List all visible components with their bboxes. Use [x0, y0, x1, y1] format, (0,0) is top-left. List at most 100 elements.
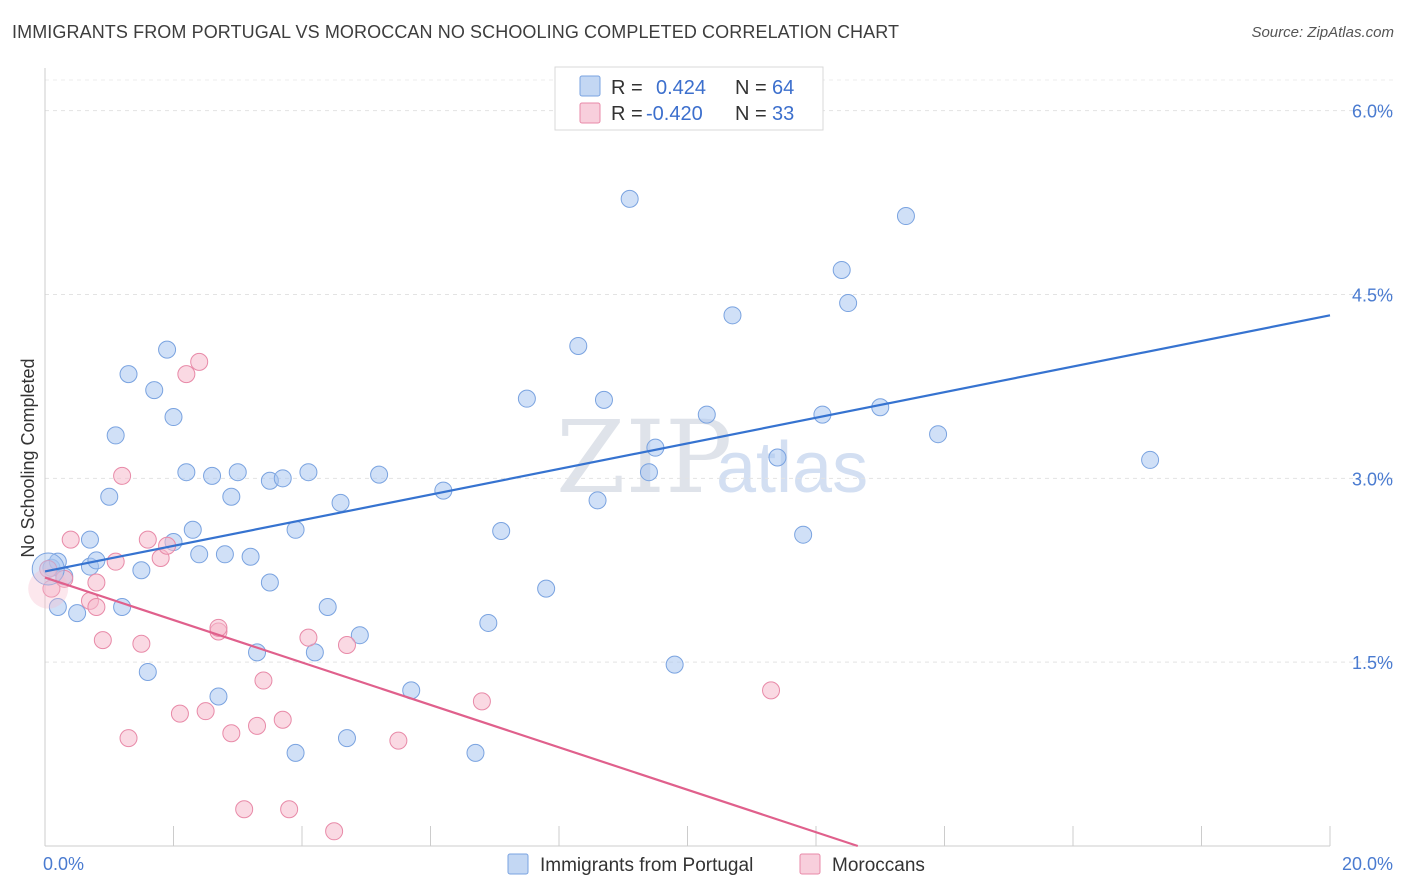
legend-n-label-1: N =	[735, 77, 767, 99]
point-s0-37	[337, 729, 356, 748]
point-s1-31	[762, 681, 781, 700]
point-s0-21	[203, 466, 222, 485]
point-s0-63	[929, 425, 948, 444]
point-s1-14	[170, 704, 189, 723]
point-s1-27	[325, 822, 344, 841]
point-s1-16	[190, 352, 209, 371]
watermark-atlas: atlas	[716, 428, 868, 508]
data-points	[28, 189, 1160, 841]
point-s1-25	[280, 800, 299, 819]
trend-line-s0	[44, 314, 1331, 573]
point-s0-45	[517, 389, 536, 408]
point-s0-25	[228, 463, 247, 482]
point-s0-15	[158, 340, 177, 359]
x-tick-label-1: 20.0%	[1342, 854, 1393, 874]
point-s0-44	[492, 522, 511, 541]
point-s1-29	[389, 731, 408, 750]
point-s0-11	[119, 365, 138, 384]
point-s1-10	[132, 634, 151, 653]
point-s1-24	[273, 710, 292, 729]
series-legend-label-portugal: Immigrants from Portugal	[540, 855, 753, 876]
legend-n-label-2: N =	[735, 103, 767, 125]
legend-swatch-portugal	[579, 75, 601, 97]
point-s0-24	[222, 487, 241, 506]
series-legend-swatch-portugal	[507, 853, 529, 875]
point-s0-30	[273, 469, 292, 488]
point-s0-60	[839, 294, 858, 313]
point-s0-8	[100, 487, 119, 506]
point-s0-3	[48, 598, 67, 617]
point-s0-39	[370, 465, 389, 484]
point-s1-22	[248, 716, 267, 735]
point-s0-19	[183, 520, 202, 539]
y-tick-label-3: 6.0%	[1352, 102, 1393, 122]
tick-labels: 1.5% 3.0% 4.5% 6.0% 0.0% 20.0%	[43, 102, 1393, 874]
point-s0-23	[215, 545, 234, 564]
series-legend-swatch-moroccans	[799, 853, 821, 875]
legend-n-value-1: 64	[772, 77, 794, 99]
point-s0-14	[138, 662, 157, 681]
correlation-legend: R = 0.424 N = 64 R = -0.420 N = 33	[554, 66, 824, 131]
point-s0-50	[620, 189, 639, 208]
legend-n-value-2: 33	[772, 103, 794, 125]
point-s0-62	[896, 207, 915, 226]
legend-r-value-2: -0.420	[646, 103, 703, 125]
point-s1-17	[196, 702, 215, 721]
point-s0-47	[569, 336, 588, 355]
y-tick-label-0: 1.5%	[1352, 653, 1393, 673]
y-tick-label-2: 4.5%	[1352, 285, 1393, 305]
point-s0-31	[286, 520, 305, 539]
point-s0-42	[466, 743, 485, 762]
point-s0-17	[164, 408, 183, 427]
chart-title: IMMIGRANTS FROM PORTUGAL VS MOROCCAN NO …	[12, 22, 900, 42]
series-legend: Immigrants from Portugal Moroccans	[507, 853, 925, 876]
point-cluster-portugal	[31, 552, 65, 586]
point-s0-32	[286, 743, 305, 762]
point-s0-9	[106, 426, 125, 445]
point-s0-56	[768, 448, 787, 467]
point-s1-30	[472, 692, 491, 711]
point-s0-6	[80, 530, 99, 549]
point-s1-5	[87, 573, 106, 592]
x-tick-label-0: 0.0%	[43, 854, 84, 874]
point-s1-19	[209, 618, 228, 637]
series-0-points	[42, 189, 1160, 762]
point-s1-4	[87, 598, 106, 617]
point-s0-29	[260, 573, 279, 592]
point-s0-38	[350, 626, 369, 645]
series-1-points	[39, 352, 781, 841]
point-s1-28	[337, 636, 356, 655]
legend-r-label-2: R =	[611, 103, 643, 125]
axes	[44, 68, 1331, 847]
legend-swatch-moroccans	[579, 102, 601, 124]
point-s0-12	[132, 561, 151, 580]
point-s0-35	[318, 598, 337, 617]
y-axis-title: No Schooling Completed	[18, 358, 38, 557]
point-s1-9	[119, 729, 138, 748]
point-s0-49	[594, 390, 613, 409]
point-s1-21	[235, 800, 254, 819]
point-s1-8	[113, 466, 132, 485]
point-s0-59	[832, 260, 851, 279]
series-legend-label-moroccans: Moroccans	[832, 855, 925, 876]
point-s1-20	[222, 724, 241, 743]
point-s0-54	[697, 405, 716, 424]
source-label: Source: ZipAtlas.com	[1251, 24, 1394, 41]
point-s1-23	[254, 671, 273, 690]
point-cluster-moroccans	[28, 568, 69, 609]
point-s0-46	[537, 579, 556, 598]
point-s0-51	[639, 463, 658, 482]
point-s0-36	[331, 493, 350, 512]
point-s0-43	[479, 613, 498, 632]
point-s1-2	[61, 530, 80, 549]
gridlines	[45, 79, 1395, 663]
point-s0-4	[68, 604, 87, 623]
point-s0-18	[177, 463, 196, 482]
point-s0-22	[209, 687, 228, 706]
point-s0-33	[299, 463, 318, 482]
point-s0-26	[241, 547, 260, 566]
point-s1-15	[177, 365, 196, 384]
legend-r-value-1: 0.424	[656, 77, 706, 99]
point-s0-53	[665, 655, 684, 674]
